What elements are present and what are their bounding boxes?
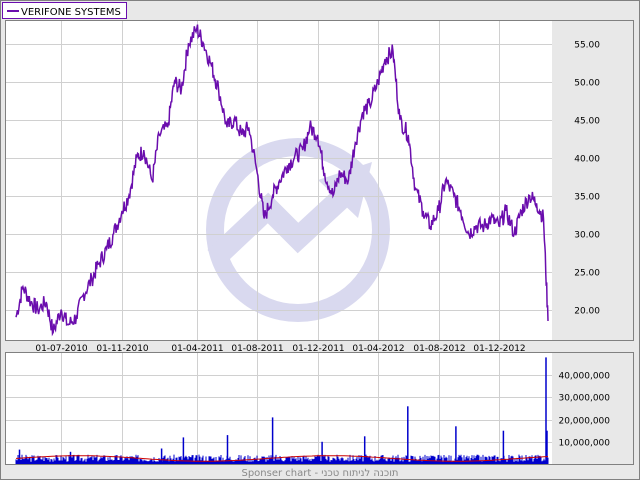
- price-line: [15, 24, 549, 337]
- price-grid: [6, 21, 552, 340]
- price-y-tick-label: 40.00: [574, 155, 600, 165]
- volume-y-tick-label: 10,000,000: [558, 439, 610, 449]
- price-x-axis: 01-07-2010 01-11-2010 01-04-2011 01-08-2011…: [35, 344, 525, 354]
- volume-y-tick-label: 30,000,000: [558, 394, 610, 404]
- price-x-tick-label: 01-08-2012: [413, 344, 465, 354]
- price-x-tick-label: 01-07-2010: [35, 344, 88, 354]
- price-y-tick-label: 25.00: [574, 269, 600, 279]
- price-y-axis: 20.00 25.00 30.00 35.00 40.00 45.00 50.00 55.00: [574, 41, 600, 317]
- volume-y-tick-label: 40,000,000: [558, 372, 610, 382]
- footer-sponsor-label: Sponser chart - תוכנה לניתוח טכני: [241, 468, 398, 479]
- price-x-tick-label: 01-04-2011: [171, 344, 223, 354]
- price-x-tick-label: 01-08-2011: [231, 344, 283, 354]
- legend: VERIFONE SYSTEMS: [2, 2, 127, 19]
- price-x-tick-label: 01-12-2011: [292, 344, 344, 354]
- price-y-tick-label: 20.00: [574, 307, 600, 317]
- watermark-logo: [206, 138, 390, 322]
- volume-y-tick-label: 20,000,000: [558, 417, 610, 427]
- price-y-tick-label: 45.00: [574, 117, 600, 127]
- volume-moving-average: [15, 455, 549, 462]
- volume-y-axis: 10,000,000 20,000,000 30,000,000 40,000,000: [558, 372, 610, 449]
- price-x-tick-label: 01-12-2012: [473, 344, 525, 354]
- price-y-tick-label: 55.00: [574, 41, 600, 51]
- price-x-tick-label: 01-04-2012: [352, 344, 404, 354]
- volume-grid: [6, 353, 552, 464]
- price-y-tick-label: 30.00: [574, 231, 600, 241]
- price-y-tick-label: 50.00: [574, 79, 600, 89]
- price-y-tick-label: 35.00: [574, 193, 600, 203]
- legend-label: VERIFONE SYSTEMS: [21, 7, 121, 18]
- price-x-tick-label: 01-11-2010: [96, 344, 149, 354]
- volume-plot-area: [6, 353, 552, 464]
